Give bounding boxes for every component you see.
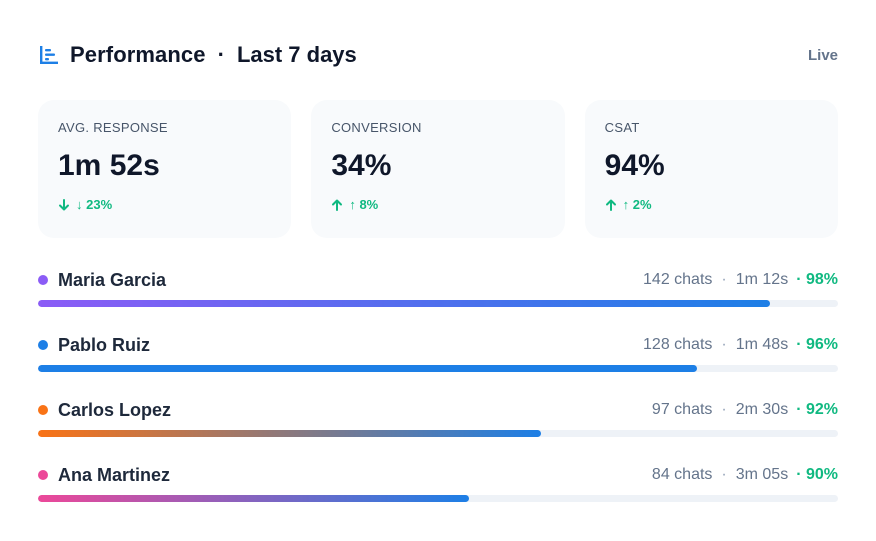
- agent-list: Maria Garcia 142 chats · 1m 12s · 98% Pa…: [38, 264, 838, 524]
- agent-chats: 97 chats: [651, 401, 713, 418]
- agent-color-dot: [38, 275, 48, 285]
- progress-fill: [38, 495, 470, 502]
- agent-color-dot: [38, 470, 48, 480]
- panel-title: Performance: [70, 42, 206, 67]
- arrow-up-icon: [605, 199, 617, 211]
- agent-csat: · 90%: [796, 466, 838, 483]
- metric-label: CONVERSION: [331, 120, 422, 135]
- metric-delta-text: ↓ 23%: [76, 197, 113, 212]
- agent-row: Pablo Ruiz 128 chats · 1m 48s · 96%: [38, 329, 838, 394]
- stat-separator: ·: [721, 401, 727, 418]
- agent-csat: · 96%: [796, 336, 838, 353]
- agent-response-time: 1m 12s: [735, 271, 789, 288]
- metric-delta-text: ↑ 2%: [622, 197, 652, 212]
- metric-cards: AVG. RESPONSE 1m 52s ↓ 23% CONVERSION 34…: [38, 100, 838, 238]
- agent-name: Maria Garcia: [58, 269, 167, 290]
- metric-card-csat: CSAT 94% ↑ 2%: [584, 100, 838, 238]
- metric-value: 1m 52s: [58, 149, 160, 182]
- agent-response-time: 1m 48s: [735, 336, 789, 353]
- agent-stats: 128 chats · 1m 48s · 96%: [643, 336, 838, 354]
- agent-csat: · 92%: [796, 401, 838, 418]
- metric-label: CSAT: [604, 120, 640, 135]
- agent-chats: 128 chats: [643, 336, 713, 353]
- agent-stats: 142 chats · 1m 12s · 98%: [643, 271, 838, 289]
- progress-track: [38, 495, 838, 502]
- bar-chart-icon: [38, 44, 60, 66]
- metric-delta: ↑ 2%: [605, 197, 818, 212]
- stat-separator: ·: [721, 336, 727, 353]
- progress-fill: [38, 300, 770, 307]
- agent-stats: 84 chats · 3m 05s · 90%: [652, 466, 838, 484]
- progress-track: [38, 430, 838, 437]
- arrow-down-icon: [58, 198, 70, 211]
- agent-csat: · 98%: [796, 271, 838, 288]
- agent-row: Carlos Lopez 97 chats · 2m 30s · 92%: [38, 394, 838, 459]
- progress-fill: [38, 365, 698, 372]
- metric-delta: ↑ 8%: [331, 197, 544, 212]
- metric-card-conversion: CONVERSION 34% ↑ 8%: [311, 100, 565, 238]
- period-label: Last 7 days: [236, 42, 357, 67]
- title-separator: ·: [217, 42, 225, 67]
- metric-delta-text: ↑ 8%: [349, 197, 379, 212]
- agent-color-dot: [38, 405, 48, 415]
- progress-track: [38, 300, 838, 307]
- agent-chats: 142 chats: [643, 271, 713, 288]
- metric-card-avg-response: AVG. RESPONSE 1m 52s ↓ 23%: [38, 100, 292, 238]
- metric-delta: ↓ 23%: [58, 197, 271, 212]
- panel-header: Performance · Last 7 days Live: [38, 38, 838, 72]
- metric-value: 34%: [331, 149, 392, 182]
- stat-separator: ·: [721, 466, 727, 483]
- agent-name: Pablo Ruiz: [58, 334, 151, 355]
- agent-row: Maria Garcia 142 chats · 1m 12s · 98%: [38, 264, 838, 329]
- agent-response-time: 2m 30s: [735, 401, 789, 418]
- metric-value: 94%: [604, 149, 665, 182]
- stat-separator: ·: [721, 271, 727, 288]
- agent-row: Ana Martinez 84 chats · 3m 05s · 90%: [38, 459, 838, 524]
- agent-color-dot: [38, 340, 48, 350]
- agent-name: Ana Martinez: [58, 464, 171, 485]
- agent-response-time: 3m 05s: [735, 466, 789, 483]
- metric-label: AVG. RESPONSE: [58, 120, 168, 135]
- live-indicator: Live: [807, 46, 838, 64]
- agent-name: Carlos Lopez: [58, 399, 172, 420]
- progress-track: [38, 365, 838, 372]
- arrow-up-icon: [331, 199, 343, 211]
- agent-stats: 97 chats · 2m 30s · 92%: [652, 401, 838, 419]
- agent-chats: 84 chats: [651, 466, 713, 483]
- progress-fill: [38, 430, 542, 437]
